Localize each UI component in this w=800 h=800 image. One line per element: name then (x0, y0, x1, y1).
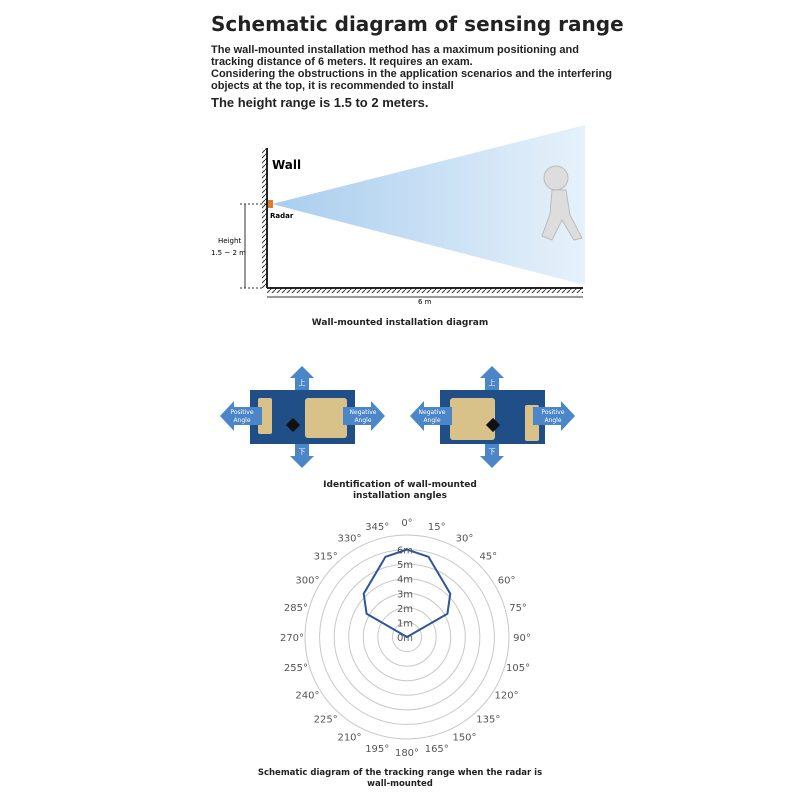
range-series-line (362, 548, 452, 639)
wall-label: Wall (272, 158, 302, 172)
angle-tick-label: 15° (428, 522, 446, 533)
radial-tick-label: 1m (397, 618, 413, 629)
angle-tick-label: 165° (425, 744, 449, 755)
arrow-down-icon (480, 444, 504, 468)
angle-tick-label: 330° (337, 533, 361, 544)
direction-label: 上 (299, 378, 306, 387)
grid-ring (362, 592, 452, 682)
radial-tick-label: 3m (397, 589, 413, 600)
intro-line: objects at the top, it is recommended to… (211, 80, 454, 92)
caption-line: wall-mounted (367, 779, 433, 789)
angle-tick-label: 345° (365, 522, 389, 533)
radar-icon (268, 200, 273, 208)
angle-tick-label: 30° (456, 533, 474, 544)
height-range-text: The height range is 1.5 to 2 meters. (211, 95, 429, 110)
radial-tick-label: 2m (397, 604, 413, 615)
page-title: Schematic diagram of sensing range (211, 12, 624, 36)
angle-tick-label: 75° (509, 603, 527, 614)
antenna-area (305, 398, 347, 438)
angle-label: Angle (544, 417, 561, 424)
height-value: 1.5 ~ 2 m (211, 249, 246, 257)
chip (285, 417, 301, 433)
grid-ring (348, 578, 466, 696)
angle-label: Negative (350, 409, 377, 416)
chip (485, 417, 501, 433)
grid-ring (333, 563, 481, 711)
angle-label: Angle (354, 417, 371, 424)
radar-label: Radar (270, 212, 294, 220)
angle-tick-label: 0° (401, 518, 412, 529)
arrow-right-icon (343, 401, 385, 431)
angle-tick-label: 150° (452, 733, 476, 744)
height-dimension (240, 203, 266, 289)
angle-label: Positive (541, 409, 564, 416)
radial-tick-label: 5m (397, 560, 413, 571)
angle-tick-label: 240° (295, 691, 319, 702)
angle-tick-label: 60° (498, 576, 516, 587)
intro-line: Considering the obstructions in the appl… (211, 68, 612, 80)
angle-label: Positive (230, 409, 253, 416)
grid-ring (304, 534, 510, 740)
floor (267, 288, 583, 293)
radial-tick-label: 0m (397, 633, 413, 644)
angle-tick-label: 120° (495, 691, 519, 702)
angle-tick-label: 210° (337, 733, 361, 744)
arrow-right-icon (533, 401, 575, 431)
install-caption: Wall-mounted installation diagram (311, 318, 489, 328)
distance-label: 6 m (418, 298, 432, 306)
angle-tick-label: 270° (280, 633, 304, 644)
angle-tick-label: 195° (365, 744, 389, 755)
radar-beam (272, 125, 585, 285)
angle-tick-label: 90° (513, 633, 531, 644)
direction-label: 下 (489, 448, 496, 456)
angle-tick-label: 135° (476, 714, 500, 725)
angle-label: Negative (419, 409, 446, 416)
antenna-area (450, 398, 495, 440)
direction-label: 上 (489, 378, 496, 387)
angle-tick-label: 255° (284, 663, 308, 674)
direction-label: 下 (299, 448, 306, 456)
arrow-down-icon (290, 444, 314, 468)
caption-line: Identification of wall-mounted (323, 480, 477, 490)
radial-tick-label: 4m (397, 575, 413, 586)
angle-boards: 上下PositiveAngleNegativeAngle上下NegativeAn… (220, 366, 575, 468)
angle-tick-label: 315° (314, 552, 338, 563)
angle-tick-label: 225° (314, 714, 338, 725)
person-icon (541, 165, 583, 241)
arrow-up-icon (290, 366, 314, 390)
grid-ring (377, 607, 437, 667)
height-label: Height (218, 237, 242, 245)
arrow-up-icon (480, 366, 504, 390)
angle-tick-label: 105° (506, 663, 530, 674)
angle-tick-label: 180° (395, 748, 419, 759)
polar-chart: 0° 15° 30° 45° 60° 75° 90° 105° 120° 135°150°165°… (280, 518, 531, 759)
intro-line: tracking distance of 6 meters. It requir… (211, 56, 473, 68)
angle-tick-label: 285° (284, 603, 308, 614)
wall (262, 148, 267, 288)
angle-tick-label: 300° (295, 576, 319, 587)
arrow-left-icon (410, 401, 452, 431)
grid-ring (391, 621, 423, 653)
intro-text: The wall-mounted installation method has… (211, 44, 612, 92)
angle-tick-label: 45° (479, 552, 497, 563)
caption-line: installation angles (352, 491, 448, 501)
arrow-left-icon (220, 401, 262, 431)
intro-line: The wall-mounted installation method has… (211, 44, 579, 56)
caption-line: Schematic diagram of the tracking range … (257, 768, 543, 778)
angles-caption: Identification of wall-mounted installat… (250, 480, 550, 502)
polar-caption: Schematic diagram of the tracking range … (200, 768, 600, 790)
angle-label: Angle (423, 417, 440, 424)
angle-label: Angle (233, 417, 250, 424)
